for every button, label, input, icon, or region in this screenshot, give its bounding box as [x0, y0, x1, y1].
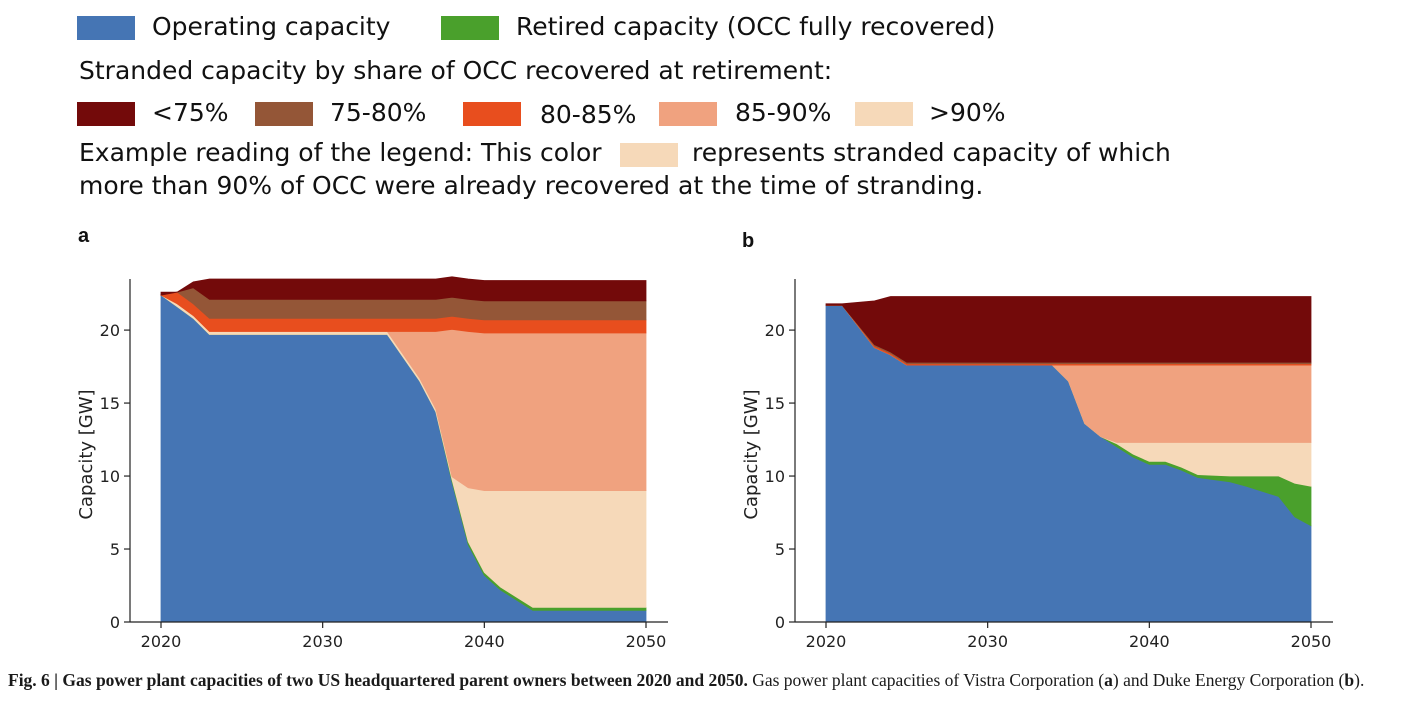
y-axis-title-b: Capacity [GW] — [741, 389, 762, 519]
legend-label-85-90: 85-90% — [735, 98, 832, 127]
legend-label-retired: Retired capacity (OCC fully recovered) — [516, 12, 996, 41]
caption-text-mid: ) and Duke Energy Corporation ( — [1112, 670, 1345, 690]
legend-example-swatch — [620, 143, 678, 167]
x-tick-label-a-2050: 2050 — [626, 632, 667, 651]
y-tick-label-b-0: 0 — [775, 613, 785, 632]
y-tick-label-b-20: 20 — [765, 321, 785, 340]
y-tick-label-a-15: 15 — [100, 394, 120, 413]
legend-swatch-operating — [77, 16, 135, 40]
caption-bold: Fig. 6 | Gas power plant capacities of t… — [8, 670, 748, 690]
x-tick-label-b-2050: 2050 — [1291, 632, 1332, 651]
legend-swatch-85-90 — [659, 102, 717, 126]
legend-label-gt90: >90% — [929, 98, 1006, 127]
y-axis-title-a: Capacity [GW] — [76, 389, 97, 519]
caption-a: a — [1104, 670, 1113, 690]
legend-swatch-75-80 — [255, 102, 313, 126]
x-tick-label-a-2030: 2030 — [302, 632, 343, 651]
y-tick-label-a-5: 5 — [110, 540, 120, 559]
y-tick-label-a-0: 0 — [110, 613, 120, 632]
x-tick-label-a-2040: 2040 — [464, 632, 505, 651]
x-tick-label-b-2040: 2040 — [1129, 632, 1170, 651]
caption-text-a: Gas power plant capacities of Vistra Cor… — [752, 670, 1105, 690]
panel-label-b: b — [742, 230, 755, 252]
legend-example-text1: Example reading of the legend: This colo… — [79, 138, 602, 167]
legend-label-80-85: 80-85% — [540, 100, 637, 129]
legend-example-line1: Example reading of the legend: This colo… — [79, 137, 602, 169]
legend-example-line2: more than 90% of OCC were already recove… — [79, 171, 984, 200]
figure-caption: Fig. 6 | Gas power plant capacities of t… — [8, 667, 1398, 693]
legend-swatch-80-85 — [463, 102, 521, 126]
x-tick-label-a-2020: 2020 — [141, 632, 182, 651]
panel-label-a: a — [78, 225, 90, 247]
caption-text-end: ). — [1354, 670, 1365, 690]
legend-stranded-heading: Stranded capacity by share of OCC recove… — [79, 56, 833, 85]
y-tick-label-b-10: 10 — [765, 467, 785, 486]
area-b-series-6 — [825, 296, 1312, 363]
legend-swatch-retired — [441, 16, 499, 40]
x-tick-label-b-2030: 2030 — [967, 632, 1008, 651]
y-tick-label-a-10: 10 — [100, 467, 120, 486]
y-tick-label-a-20: 20 — [100, 321, 120, 340]
legend-example-text2: represents stranded capacity of which — [692, 138, 1171, 167]
x-tick-label-b-2020: 2020 — [806, 632, 847, 651]
legend-label-75-80: 75-80% — [330, 98, 427, 127]
legend-swatch-gt90 — [855, 102, 913, 126]
chart-panel-b: 2020 2030 2040 2050 0 5 10 15 20 Capacity [GW] — [741, 279, 1333, 651]
area-a-series-6 — [160, 276, 647, 302]
legend-label-operating: Operating capacity — [152, 12, 391, 41]
y-tick-label-b-15: 15 — [765, 394, 785, 413]
legend-label-lt75: <75% — [152, 98, 229, 127]
y-tick-label-b-5: 5 — [775, 540, 785, 559]
legend-swatch-lt75 — [77, 102, 135, 126]
chart-panel-a: 2020 2030 2040 2050 0 5 10 15 20 Capacity [GW] — [76, 276, 668, 651]
caption-b: b — [1344, 670, 1355, 690]
